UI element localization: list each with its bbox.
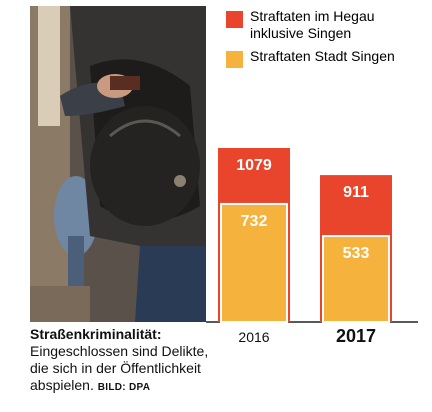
caption: Straßenkriminalität: Eingeschlossen sind… bbox=[30, 326, 210, 396]
bar-singen-2016 bbox=[220, 202, 288, 323]
data-label-singen-2017: 533 bbox=[343, 245, 370, 262]
caption-text: Eingeschlossen sind Delikte, die sich in… bbox=[30, 343, 209, 393]
data-label-hegau-2017: 911 bbox=[343, 184, 369, 201]
legend-swatch-hegau bbox=[226, 11, 243, 28]
legend-label-singen: Straftaten Stadt Singen bbox=[250, 48, 395, 64]
bar-singen-2017 bbox=[322, 235, 390, 323]
legend-item-hegau: Straftaten im Hegau inklusive Singen bbox=[226, 8, 426, 42]
chart-legend: Straftaten im Hegau inklusive Singen Str… bbox=[226, 8, 426, 71]
x-tick-label-2017: 2017 bbox=[335, 326, 377, 346]
data-label-hegau-2016: 1079 bbox=[236, 157, 272, 174]
data-label-singen-2016: 732 bbox=[241, 213, 268, 230]
caption-title: Straßenkriminalität: bbox=[30, 326, 162, 342]
photo-pickpocket bbox=[30, 6, 206, 322]
legend-swatch-singen bbox=[226, 51, 243, 68]
bar-chart: 1079 732 911 533 bbox=[206, 140, 426, 340]
legend-label-hegau: Straftaten im Hegau inklusive Singen bbox=[250, 8, 375, 41]
bar-chart-svg: 1079 732 911 533 bbox=[206, 148, 418, 323]
photo-credit: BILD: DPA bbox=[97, 382, 151, 393]
legend-item-singen: Straftaten Stadt Singen bbox=[226, 48, 426, 68]
x-tick-label-2016: 2016 bbox=[238, 329, 270, 345]
